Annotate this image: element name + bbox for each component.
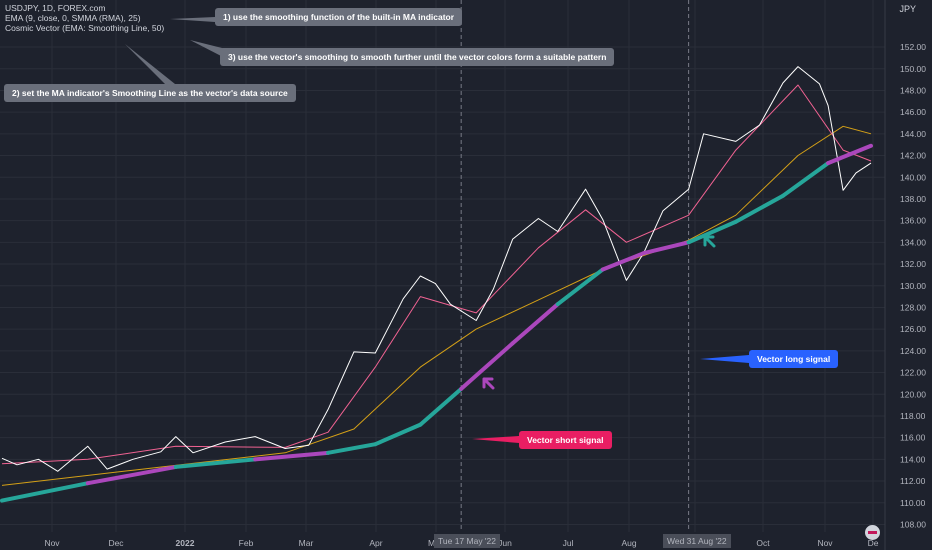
vector-segment xyxy=(510,302,560,346)
vector-segment xyxy=(686,219,738,245)
y-tick-label: 134.00 xyxy=(900,237,926,247)
vector-segment xyxy=(326,442,378,455)
vector-segment xyxy=(733,193,786,224)
axis-unit: JPY xyxy=(899,4,916,14)
ema-line xyxy=(1,84,872,465)
long-signal-label: Vector long signal xyxy=(749,350,839,368)
callout-pointer xyxy=(170,17,215,22)
x-tick-label: Mar xyxy=(299,538,314,548)
y-tick-label: 132.00 xyxy=(900,259,926,269)
y-tick-label: 116.00 xyxy=(900,433,926,443)
legend-vector: Cosmic Vector (EMA: Smoothing Line, 50) xyxy=(5,23,165,33)
signal-pointer xyxy=(700,355,749,363)
x-tick-label: Jul xyxy=(563,538,574,548)
x-tick-label: Dec xyxy=(108,538,124,548)
vector-segment xyxy=(826,143,873,166)
x-tick-label: 2022 xyxy=(176,538,195,548)
vector-segment xyxy=(253,450,331,462)
vector-segment xyxy=(418,386,464,427)
y-tick-label: 114.00 xyxy=(900,454,926,464)
y-tick-label: 108.00 xyxy=(900,519,926,529)
vector-segment xyxy=(641,240,691,256)
y-tick-label: 118.00 xyxy=(900,411,926,421)
y-tick-label: 112.00 xyxy=(900,476,926,486)
x-tick-label: Aug xyxy=(621,538,636,548)
vector-segment xyxy=(173,457,258,469)
long-entry-arrow-icon xyxy=(703,235,716,248)
y-tick-label: 128.00 xyxy=(900,302,926,312)
x-tick-label: Feb xyxy=(239,538,254,548)
vector-segment xyxy=(600,251,646,272)
x-tick-label: De xyxy=(868,538,879,548)
y-tick-label: 148.00 xyxy=(900,85,926,95)
y-tick-label: 130.00 xyxy=(900,281,926,291)
y-tick-label: 140.00 xyxy=(900,172,926,182)
signal-pointer xyxy=(472,436,519,443)
x-tick-label: Oct xyxy=(756,538,770,548)
legend-symbol: USDJPY, 1D, FOREX.com xyxy=(5,3,106,13)
y-tick-label: 146.00 xyxy=(900,107,926,117)
y-tick-label: 110.00 xyxy=(900,498,926,508)
chart-legend: USDJPY, 1D, FOREX.com EMA (9, close, 0, … xyxy=(5,3,164,33)
vector-segment xyxy=(0,481,90,503)
y-tick-label: 122.00 xyxy=(900,368,926,378)
y-tick-label: 126.00 xyxy=(900,324,926,334)
callout-step1: 1) use the smoothing function of the bui… xyxy=(215,8,463,26)
vector-segment xyxy=(459,341,515,391)
y-tick-label: 144.00 xyxy=(900,129,926,139)
x-tick-label: Nov xyxy=(44,538,60,548)
callout-step2: 2) set the MA indicator's Smoothing Line… xyxy=(4,84,296,102)
vector-segment xyxy=(555,267,605,307)
y-tick-label: 152.00 xyxy=(900,42,926,52)
smoothing-line xyxy=(1,125,872,486)
price-line xyxy=(1,66,872,472)
vector-segment xyxy=(85,464,178,486)
x-tick-label: Jun xyxy=(498,538,512,548)
logo-icon xyxy=(865,525,880,540)
y-tick-label: 150.00 xyxy=(900,64,926,74)
marker-aug-label: Wed 31 Aug '22 xyxy=(663,534,731,548)
y-tick-label: 124.00 xyxy=(900,346,926,356)
marker-may-label: Tue 17 May '22 xyxy=(434,534,501,548)
callout-step3: 3) use the vector's smoothing to smooth … xyxy=(220,48,615,66)
callout-pointer xyxy=(125,44,175,84)
short-signal-label: Vector short signal xyxy=(519,431,612,449)
y-tick-label: 136.00 xyxy=(900,216,926,226)
y-tick-label: 120.00 xyxy=(900,389,926,399)
x-tick-label: Nov xyxy=(817,538,833,548)
vector-segment xyxy=(781,161,831,198)
short-entry-arrow-icon xyxy=(482,377,495,390)
y-tick-label: 142.00 xyxy=(900,151,926,161)
legend-ema: EMA (9, close, 0, SMMA (RMA), 25) xyxy=(5,13,141,23)
vector-segment xyxy=(373,422,423,447)
x-tick-label: Apr xyxy=(369,538,382,548)
y-tick-label: 138.00 xyxy=(900,194,926,204)
